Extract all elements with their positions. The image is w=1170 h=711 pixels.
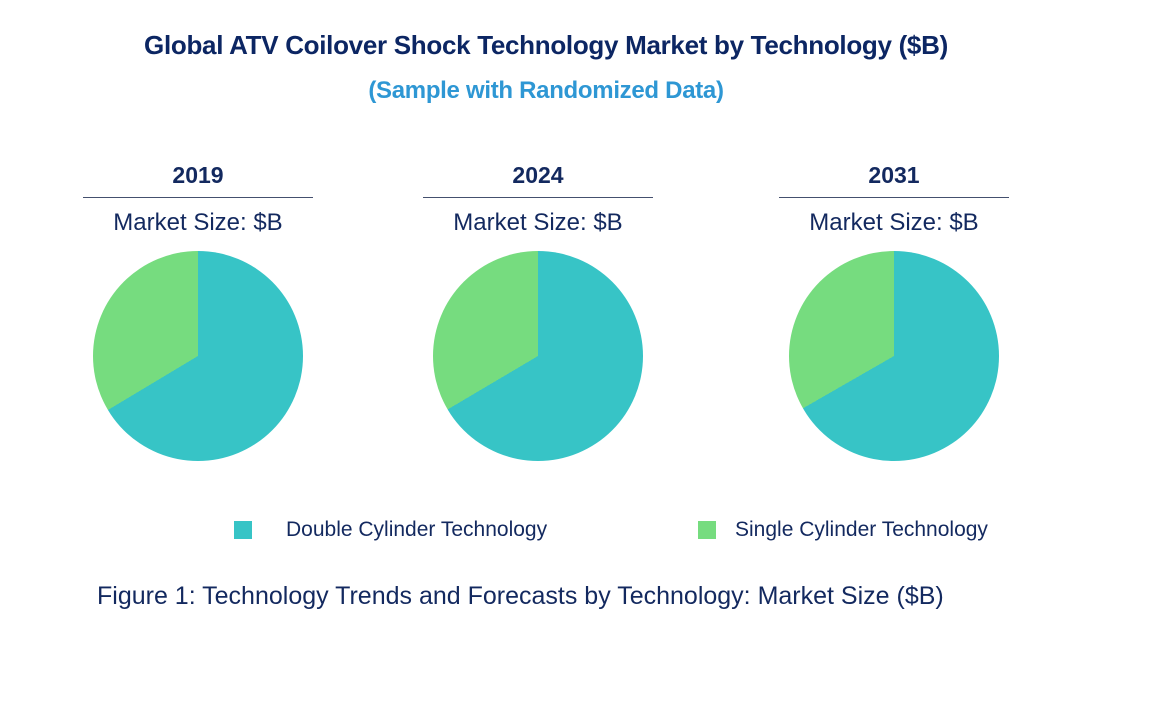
market-size-label-2019: Market Size: $B bbox=[113, 209, 283, 236]
figure-caption: Figure 1: Technology Trends and Forecast… bbox=[97, 582, 944, 610]
pie-panel-2031: 2031 Market Size: $B bbox=[779, 160, 1009, 461]
market-size-label-2031: Market Size: $B bbox=[809, 209, 979, 236]
legend-label-single-cylinder: Single Cylinder Technology bbox=[735, 518, 988, 541]
figure-subtitle: (Sample with Randomized Data) bbox=[368, 77, 724, 104]
legend-swatch-double-cylinder bbox=[234, 521, 252, 539]
year-label-2019: 2019 bbox=[83, 160, 313, 198]
pie-panel-2019: 2019 Market Size: $B bbox=[83, 160, 313, 461]
legend-item-single-cylinder: Single Cylinder Technology bbox=[698, 513, 988, 547]
market-size-label-2024: Market Size: $B bbox=[453, 209, 623, 236]
year-label-2031: 2031 bbox=[779, 160, 1009, 198]
figure-title: Global ATV Coilover Shock Technology Mar… bbox=[144, 30, 948, 60]
pie-chart-2031 bbox=[789, 251, 999, 461]
pie-panel-2024: 2024 Market Size: $B bbox=[423, 160, 653, 461]
legend-label-double-cylinder: Double Cylinder Technology bbox=[286, 518, 548, 541]
pie-chart-2024 bbox=[433, 251, 643, 461]
year-label-2024: 2024 bbox=[423, 160, 653, 198]
legend-swatch-single-cylinder bbox=[698, 521, 716, 539]
pie-chart-2019 bbox=[93, 251, 303, 461]
legend-item-double-cylinder: Double Cylinder Technology bbox=[234, 513, 547, 547]
